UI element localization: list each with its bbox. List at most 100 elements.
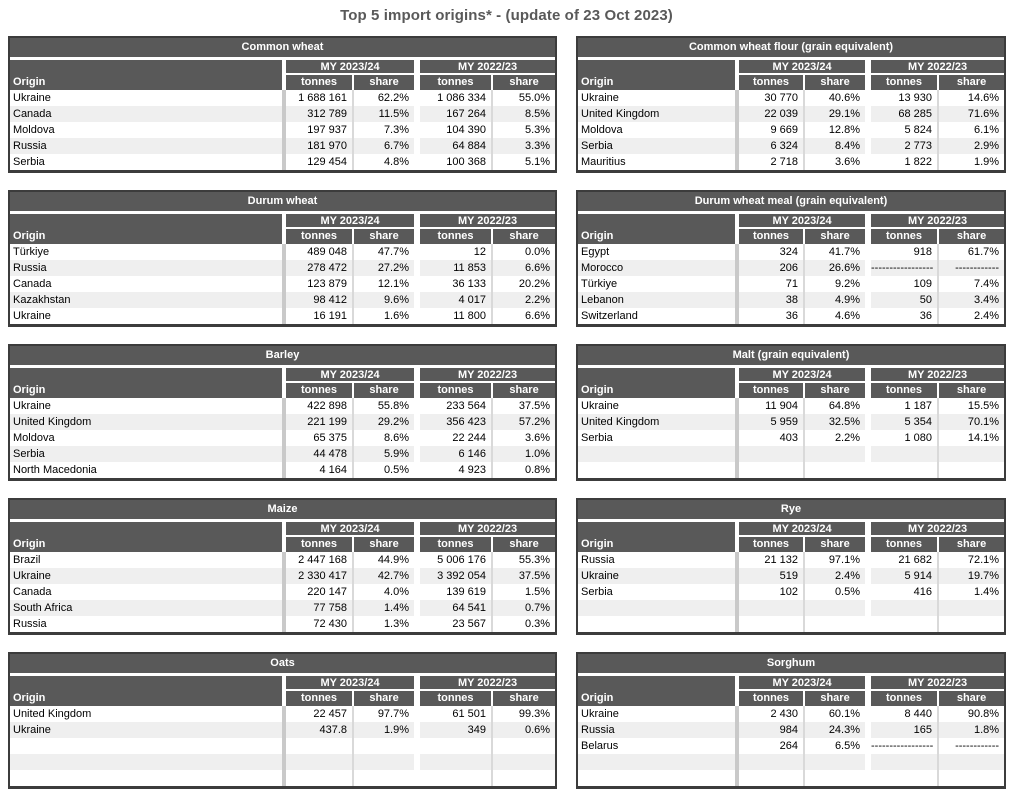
share-header: share <box>805 382 866 398</box>
tonnes-cell: 22 244 <box>452 432 487 444</box>
column-separator <box>414 308 421 324</box>
tonnes-cell <box>286 770 352 786</box>
column-separator <box>282 584 286 600</box>
column-separator <box>352 706 354 722</box>
table-row: Serbia 44 478 5.9% 6 146 1.0% <box>10 446 556 462</box>
column-separator <box>865 430 872 446</box>
header-row-years: Origin MY 2023/24 MY 2022/23 <box>578 368 1005 398</box>
origin-cell: Mauritius <box>581 156 626 168</box>
column-separator <box>352 770 354 786</box>
column-separator <box>735 770 739 786</box>
tonnes-cell <box>739 600 803 616</box>
tonnes-cell: 220 147 <box>307 586 347 598</box>
column-separator <box>491 276 494 292</box>
header-row-measures: tonnes share tonnes share <box>578 690 1005 706</box>
tonnes-cell <box>871 770 937 786</box>
column-separator <box>937 690 940 706</box>
tonnes-cell: 206 <box>739 260 803 276</box>
table-title: Common wheat <box>10 38 555 60</box>
origin-cell <box>10 738 282 754</box>
my-2023-24-header: MY 2023/24 <box>286 368 415 383</box>
tonnes-cell: 6 324 <box>739 138 803 154</box>
header-row-years: Origin MY 2023/24 MY 2022/23 <box>578 522 1005 552</box>
share-cell: 14.1% <box>967 432 1000 444</box>
column-separator <box>491 74 494 90</box>
table-head: Origin MY 2023/24 MY 2022/23 tonnes share ton… <box>10 676 556 706</box>
column-separator <box>735 308 739 324</box>
tonnes-cell: 38 <box>739 292 803 308</box>
share-header: share <box>354 536 415 552</box>
tonnes-cell: 4 164 <box>319 464 347 476</box>
my-2022-23-header: MY 2022/23 <box>871 60 1005 75</box>
share-cell: 7.3% <box>383 124 410 136</box>
column-separator <box>491 770 494 786</box>
share-cell <box>939 770 1004 786</box>
column-separator <box>491 228 494 244</box>
table-row: Morocco 206 26.6% ----------------- --------… <box>578 260 1005 276</box>
table-body: Ukraine 1 688 161 62.2% 1 086 334 55.0% Canad… <box>10 90 556 170</box>
table-title: Sorghum <box>578 654 1004 676</box>
column-separator <box>491 706 494 722</box>
column-separator <box>352 414 354 430</box>
column-separator <box>282 706 286 722</box>
column-separator <box>352 616 354 632</box>
origin-column-header: Origin <box>578 368 735 398</box>
header-row-measures: tonnes share tonnes share <box>10 690 556 706</box>
column-separator <box>491 600 494 616</box>
tonnes-header: tonnes <box>739 74 803 90</box>
my-2023-24-header: MY 2023/24 <box>286 60 415 75</box>
origin-cell: Canada <box>13 278 52 290</box>
my-2022-23-header: MY 2022/23 <box>420 676 556 691</box>
table-row: Ukraine 2 330 417 42.7% 3 392 054 37.5% <box>10 568 556 584</box>
column-separator <box>803 462 805 478</box>
share-cell: 7.4% <box>973 278 1000 290</box>
share-cell: 4.8% <box>383 156 410 168</box>
column-separator <box>865 616 872 632</box>
table-sorghum: Sorghum Origin MY 2023/24 MY 2022/23 tonnes s… <box>576 652 1006 789</box>
table-barley: Barley Origin MY 2023/24 MY 2022/23 tonnes sh… <box>8 344 557 481</box>
share-header: share <box>493 690 556 706</box>
my-2022-23-header: MY 2022/23 <box>420 214 556 229</box>
table-row: Ukraine 2 430 60.1% 8 440 90.8% <box>578 706 1004 722</box>
origin-column-header: Origin <box>578 214 735 244</box>
column-separator <box>937 462 940 478</box>
column-separator <box>352 382 354 398</box>
column-separator <box>491 106 494 122</box>
column-separator <box>735 738 739 754</box>
header-row-measures: tonnes share tonnes share <box>578 74 1005 90</box>
column-separator <box>352 106 354 122</box>
share-cell: 1.9% <box>973 156 1000 168</box>
table-head: Origin MY 2023/24 MY 2022/23 tonnes share ton… <box>578 676 1005 706</box>
table-row: Switzerland 36 4.6% 36 2.4% <box>578 308 1004 324</box>
column-separator <box>282 244 286 260</box>
origin-share-table: Origin MY 2023/24 MY 2022/23 tonnes share ton… <box>10 522 556 632</box>
column-separator <box>803 260 805 276</box>
tonnes-cell <box>739 770 803 786</box>
column-separator <box>865 584 872 600</box>
column-separator <box>491 430 494 446</box>
column-separator <box>491 308 494 324</box>
column-separator <box>803 308 805 324</box>
column-separator <box>937 722 940 738</box>
share-cell: 9.6% <box>354 292 415 308</box>
tonnes-cell: 181 970 <box>286 138 352 154</box>
column-separator <box>803 616 805 632</box>
table-row: Mauritius 2 718 3.6% 1 822 1.9% <box>578 154 1004 170</box>
my-2022-23-header: MY 2022/23 <box>420 368 556 383</box>
column-separator <box>803 90 805 106</box>
share-cell: 5.3% <box>524 124 551 136</box>
share-cell: 20.2% <box>518 278 551 290</box>
table-row: Ukraine 519 2.4% 5 914 19.7% <box>578 568 1005 584</box>
share-cell: 55.8% <box>377 400 410 412</box>
table-row: Russia 72 430 1.3% 23 567 0.3% <box>10 616 555 632</box>
column-separator <box>735 446 739 462</box>
column-separator <box>735 552 739 568</box>
column-separator <box>282 122 286 138</box>
column-separator <box>352 398 354 414</box>
column-separator <box>414 754 421 770</box>
table-row: Serbia 129 454 4.8% 100 368 5.1% <box>10 154 555 170</box>
share-header: share <box>805 74 866 90</box>
column-separator <box>352 568 354 584</box>
column-separator <box>491 414 494 430</box>
